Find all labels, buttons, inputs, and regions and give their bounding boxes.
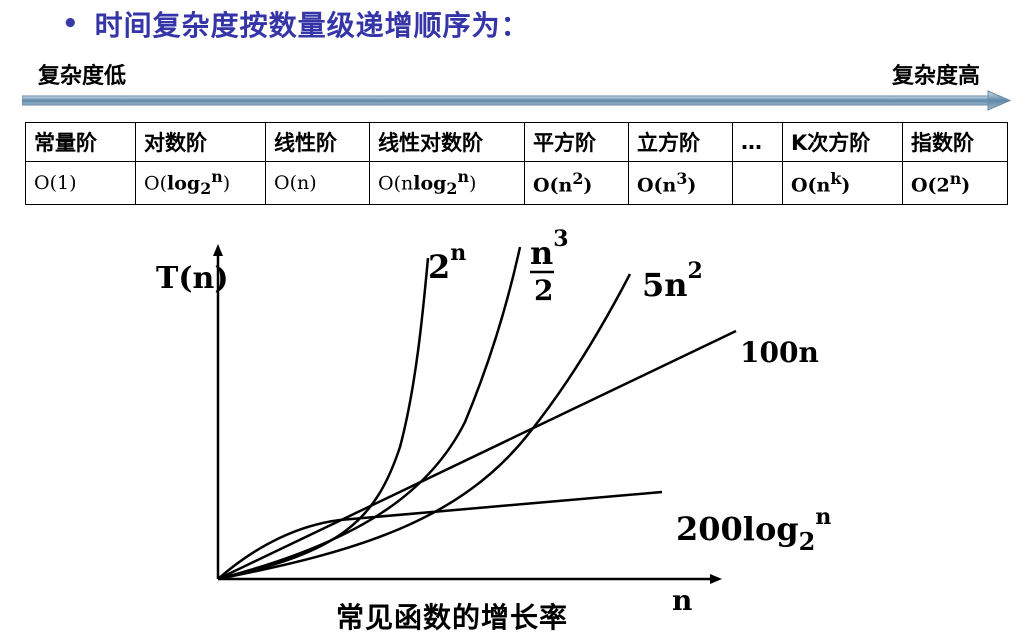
- complexity-arrow: [21, 90, 1012, 112]
- complexity-high-label: 复杂度高: [891, 64, 980, 89]
- label-2n: 2n: [428, 240, 466, 286]
- label-n3-over-2: n3: [530, 226, 569, 272]
- header-linearithmic: 线性对数阶: [369, 122, 525, 162]
- header-ellipsis: …: [732, 122, 783, 162]
- bullet: •: [62, 9, 79, 39]
- table-value-row: O(1) O(log2n) O(n) O(nlog2n) O(n2) O(n3)…: [25, 161, 1008, 205]
- value-ellipsis: [732, 161, 783, 205]
- label-5n2: 5n2: [642, 258, 703, 304]
- header-quadratic: 平方阶: [524, 122, 629, 162]
- value-logarithmic: O(log2n): [135, 161, 266, 205]
- x-axis-label: n: [672, 584, 692, 617]
- header-exponential: 指数阶: [902, 122, 1008, 162]
- curve-exponential: [217, 257, 430, 581]
- y-axis-label: T(n): [156, 261, 229, 296]
- value-linearithmic: O(nlog2n): [369, 161, 525, 205]
- curve-linear: [217, 329, 737, 581]
- curve-log: [217, 490, 663, 580]
- curve-cubic: [217, 246, 522, 581]
- complexity-order-table: 常量阶 对数阶 线性阶 线性对数阶 平方阶 立方阶 … K次方阶 指数阶 O(1…: [25, 122, 1008, 205]
- label-100n: 100n: [740, 336, 819, 369]
- value-exponential: O(2n): [902, 161, 1008, 205]
- header-k-power: K次方阶: [782, 122, 903, 162]
- graph-caption: 常见函数的增长率: [336, 601, 569, 634]
- value-quadratic: O(n2): [524, 161, 629, 205]
- growth-rate-graph: T(n) n 2n n3 2 5n2 100n 200log2n: [140, 222, 880, 638]
- complexity-low-label: 复杂度低: [38, 64, 127, 89]
- label-200log2n: 200log2n: [676, 504, 831, 556]
- title-row: • 时间复杂度按数量级递增顺序为：: [62, 4, 530, 44]
- label-n3-denominator: 2: [534, 274, 553, 307]
- header-logarithmic: 对数阶: [135, 122, 266, 162]
- value-text: O(n): [274, 172, 317, 194]
- curve-quadratic: [217, 273, 632, 581]
- page-title: 时间复杂度按数量级递增顺序为：: [94, 9, 530, 42]
- table-header-row: 常量阶 对数阶 线性阶 线性对数阶 平方阶 立方阶 … K次方阶 指数阶: [25, 122, 1008, 162]
- value-k-power: O(nk): [782, 161, 903, 205]
- header-cubic: 立方阶: [628, 122, 733, 162]
- value-linear: O(n): [265, 161, 370, 205]
- header-constant: 常量阶: [25, 122, 136, 162]
- value-text: O(1): [34, 172, 77, 194]
- header-linear: 线性阶: [265, 122, 370, 162]
- value-cubic: O(n3): [628, 161, 733, 205]
- value-constant: O(1): [25, 161, 136, 205]
